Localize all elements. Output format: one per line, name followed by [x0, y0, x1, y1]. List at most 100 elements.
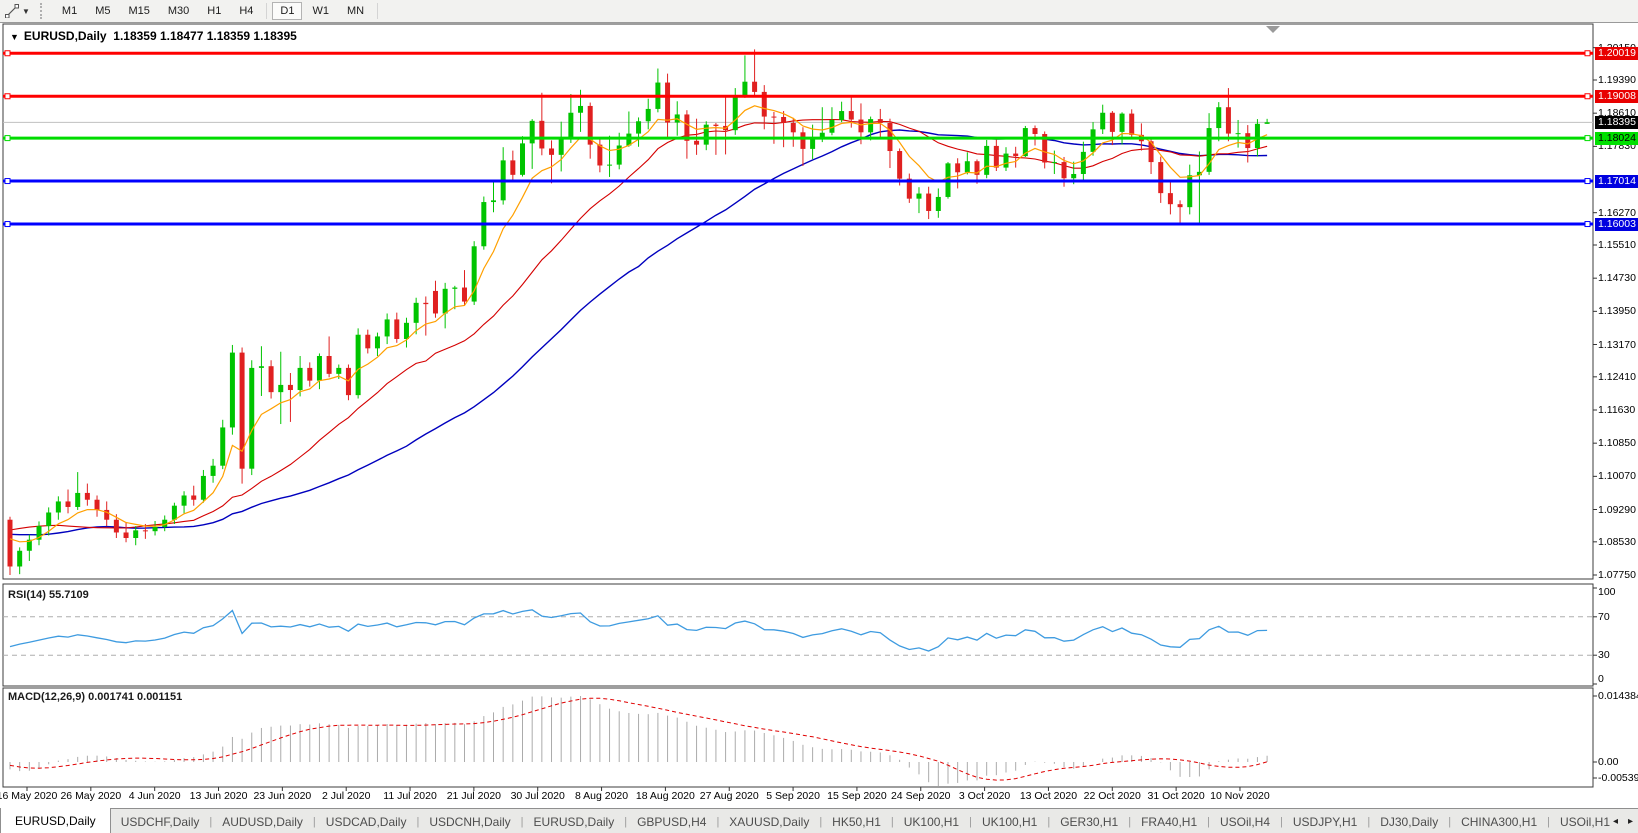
tab-usdjpy-h1[interactable]: USDJPY,H1 — [1292, 814, 1358, 829]
candle-body — [761, 91, 767, 117]
tab-uk100-h1[interactable]: UK100,H1 — [903, 814, 960, 829]
rsi-level-label: 0 — [1598, 673, 1604, 685]
candle-body — [181, 495, 187, 506]
candle-body — [984, 145, 990, 175]
line-handle[interactable] — [4, 135, 11, 142]
candle-body — [819, 132, 825, 139]
candle-body — [365, 334, 371, 349]
toolbar-grip[interactable] — [39, 3, 45, 19]
line-handle[interactable] — [4, 178, 11, 185]
date-tick-label: 5 Sep 2020 — [766, 790, 820, 802]
tab-usdcnh-daily[interactable]: USDCNH,Daily — [429, 814, 511, 829]
candle-body — [636, 121, 642, 134]
tab-china300-h1[interactable]: CHINA300,H1 — [1461, 814, 1538, 829]
timeframe-toolbar: ▼ M1 M5 M15 M30 H1 H4 D1 W1 MN — [0, 0, 1638, 23]
candle-body — [326, 355, 332, 374]
timeframe-button-m5[interactable]: M5 — [95, 5, 111, 17]
date-tick-label: 10 Nov 2020 — [1210, 790, 1270, 802]
timeframe-button-h4[interactable]: H4 — [239, 5, 254, 17]
price-line-label: 1.16003 — [1595, 217, 1638, 231]
tab-ger30-h1[interactable]: GER30,H1 — [1060, 814, 1119, 829]
tab-scroll-right-icon[interactable]: ▸ — [1627, 816, 1633, 827]
candle-body — [1061, 162, 1067, 179]
timeframe-button-m1[interactable]: M1 — [61, 5, 78, 17]
line-handle[interactable] — [1584, 221, 1591, 228]
candle-body — [239, 352, 245, 469]
tab-scroll-left-icon[interactable]: ◂ — [1612, 816, 1618, 827]
line-handle[interactable] — [1584, 93, 1591, 100]
candle-body — [539, 120, 545, 149]
timeframe-button-h1[interactable]: H1 — [207, 5, 222, 17]
rsi-level-label: 30 — [1598, 649, 1610, 661]
chart-title: ▼ EURUSD,Daily 1.18359 1.18477 1.18359 1.… — [10, 29, 297, 43]
tab-uk100-h1[interactable]: UK100,H1 — [981, 814, 1038, 829]
tab-usoil-h4[interactable]: USOil,H4 — [1219, 814, 1270, 829]
timeframe-button-m30[interactable]: M30 — [167, 5, 190, 17]
date-tick-label: 26 May 2020 — [60, 790, 122, 802]
timeframe-button-w1[interactable]: W1 — [312, 5, 329, 17]
candle-body — [1187, 175, 1193, 208]
timeframe-button-d1[interactable]: D1 — [272, 2, 303, 20]
toolbar-separator — [266, 3, 268, 19]
candle-body — [336, 367, 342, 374]
line-studies-icon[interactable] — [3, 2, 21, 20]
candle-body — [1148, 141, 1154, 163]
candle-body — [1003, 153, 1009, 168]
line-handle[interactable] — [4, 221, 11, 228]
toolbar-dropdown-caret[interactable]: ▼ — [22, 6, 30, 16]
tab-audusd-daily[interactable]: AUDUSD,Daily — [222, 814, 303, 829]
candle-body — [258, 366, 264, 368]
candle-body — [1080, 151, 1086, 174]
tab-hk50-h1[interactable]: HK50,H1 — [832, 814, 881, 829]
candle-body — [1245, 133, 1251, 149]
tab-gbpusd-h4[interactable]: GBPUSD,H4 — [637, 814, 707, 829]
candle-body — [46, 512, 52, 527]
date-tick-label: 30 Jul 2020 — [510, 790, 565, 802]
tab-dj30-daily[interactable]: DJ30,Daily — [1380, 814, 1439, 829]
candle-body — [1235, 133, 1241, 135]
rsi-level-label: 70 — [1598, 611, 1610, 623]
candle-body — [491, 200, 496, 203]
tab-separator: | — [1367, 815, 1371, 828]
candle-body — [152, 526, 158, 532]
tab-usdchf-daily[interactable]: USDCHF,Daily — [120, 814, 200, 829]
tab-xauusd-daily[interactable]: XAUUSD,Daily — [729, 814, 810, 829]
line-handle[interactable] — [1584, 50, 1591, 57]
tab-usoil-h1[interactable]: USOil,H1 — [1559, 814, 1610, 829]
macd-axis-label: -0.005396 — [1598, 772, 1638, 784]
line-handle[interactable] — [4, 50, 11, 57]
tab-eurusd-daily[interactable]: EURUSD,Daily — [0, 808, 111, 833]
line-handle[interactable] — [1584, 178, 1591, 185]
candle-body — [413, 302, 419, 323]
tab-separator: | — [716, 815, 720, 828]
date-tick-label: 18 Aug 2020 — [635, 790, 695, 802]
candle-body — [84, 492, 90, 500]
macd-pane-frame — [2, 687, 1594, 788]
candle-body — [732, 95, 738, 131]
tab-eurusd-daily[interactable]: EURUSD,Daily — [533, 814, 615, 829]
date-tick-label: 22 Oct 2020 — [1083, 790, 1141, 802]
timeframe-button-mn[interactable]: MN — [346, 5, 365, 17]
chart-title-collapse-icon[interactable]: ▼ — [10, 32, 19, 42]
timeframe-button-m15[interactable]: M15 — [128, 5, 150, 17]
tab-usdcad-daily[interactable]: USDCAD,Daily — [325, 814, 407, 829]
candle-body — [935, 196, 941, 211]
candle-body — [1119, 113, 1125, 132]
candle-body — [142, 530, 148, 532]
candle-body — [297, 367, 303, 391]
price-tick-label: 1.08530 — [1598, 535, 1636, 548]
candle-body — [1090, 129, 1096, 152]
candle-body — [133, 530, 139, 539]
candle-body — [703, 124, 709, 145]
line-handle[interactable] — [1584, 135, 1591, 142]
tab-fra40-h1[interactable]: FRA40,H1 — [1141, 814, 1198, 829]
candle-body — [1206, 128, 1212, 172]
price-tick-label: 1.07750 — [1598, 569, 1636, 581]
line-handle[interactable] — [4, 93, 11, 100]
price-line-label: 1.19008 — [1595, 89, 1638, 103]
candle-body — [1225, 107, 1231, 134]
chart-shift-marker-icon[interactable] — [1266, 26, 1280, 33]
toolbar-separator — [377, 3, 379, 19]
